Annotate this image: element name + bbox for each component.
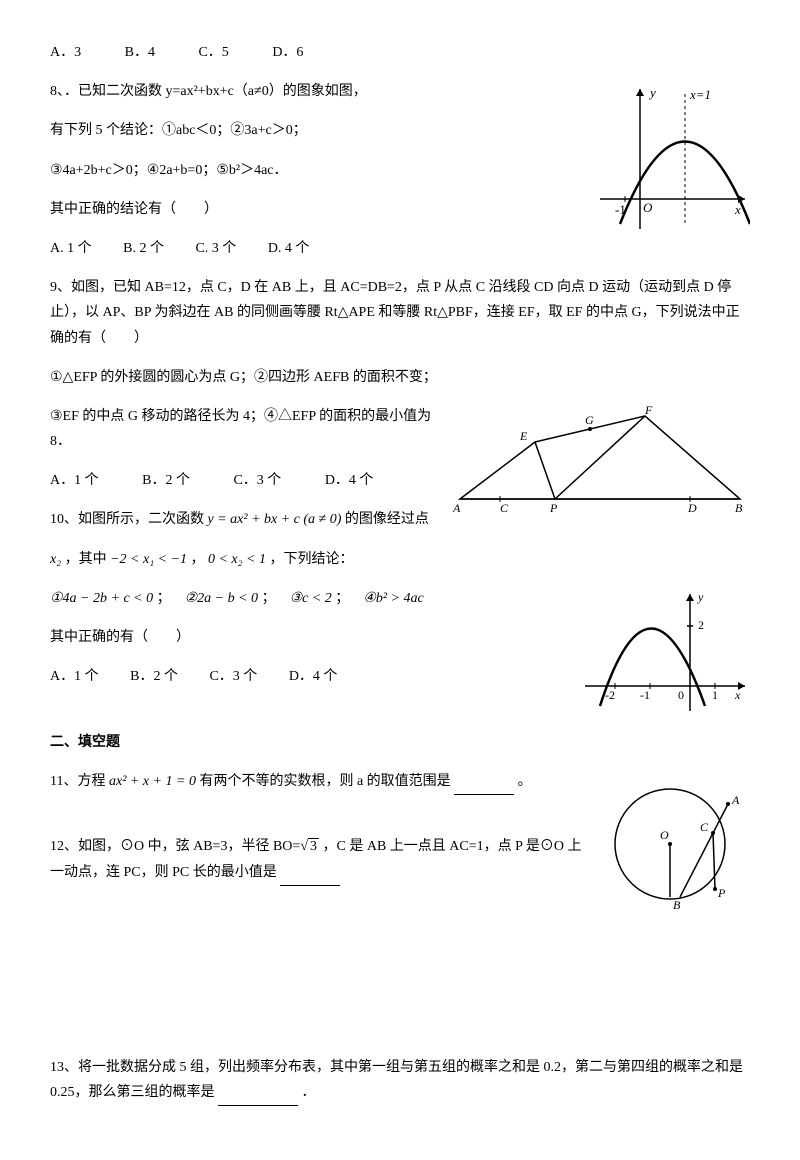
svg-text:F: F (644, 404, 653, 417)
q7-opt-c: C．5 (198, 45, 228, 60)
q7-opt-a: A．3 (50, 45, 81, 60)
q8-opt-d: D. 4 个 (268, 241, 310, 256)
q13-text-b: ． (302, 1085, 316, 1100)
q8-options: A. 1 个 B. 2 个 C. 3 个 D. 4 个 (50, 236, 750, 261)
q9-opt-d: D．4 个 (325, 473, 374, 488)
q12-sqrt: 3 (308, 838, 319, 854)
q8-graph: y x=1 x -1 O (590, 79, 750, 239)
q10-opt-c: C．3 个 (209, 669, 257, 684)
q7-options: A．3 B．4 C．5 D．6 (50, 40, 750, 65)
q13-blank (218, 1080, 298, 1106)
q11-text-a: 11、方程 (50, 774, 105, 789)
q10-line1-a: 10、如图所示，二次函数 (50, 512, 204, 527)
q7-opt-b: B．4 (125, 45, 155, 60)
q10-line1-b: 的图像经过点 (345, 512, 429, 527)
q11-blank (454, 769, 514, 795)
svg-text:B: B (673, 898, 681, 912)
svg-text:O: O (643, 200, 653, 215)
q8-opt-c: C. 3 个 (195, 241, 236, 256)
svg-text:A: A (452, 501, 461, 514)
q13-text-a: 13、将一批数据分成 5 组，列出频率分布表，其中第一组与第五组的概率之和是 0… (50, 1060, 743, 1100)
q12-graph: O A B C P (600, 769, 750, 919)
q10-formula: y = ax² + bx + c (a ≠ 0) (208, 512, 342, 527)
q9-stmt1: ①△EFP 的外接圆的圆心为点 G；②四边形 AEFB 的面积不变； (50, 365, 750, 390)
svg-text:-1: -1 (615, 202, 626, 217)
svg-text:y: y (697, 590, 704, 604)
svg-text:0: 0 (678, 688, 684, 702)
axis-label: x=1 (689, 87, 711, 102)
q10-line2-a: ，其中 (65, 552, 107, 567)
q12-text-a: 12、如图，⊙O 中，弦 AB=3，半径 BO= (50, 839, 300, 854)
q11-text-b: 有两个不等的实数根，则 a 的取值范围是 (199, 774, 450, 789)
q10-opt-d: D．4 个 (289, 669, 338, 684)
q10-opt-b: B．2 个 (130, 669, 178, 684)
q10-line2: x₂ ，其中 −2 < x₁ < −1 ， 0 < x₂ < 1 ，下列结论： (50, 547, 750, 572)
q10-c2: ②2a − b < 0 (185, 591, 258, 606)
svg-text:D: D (687, 501, 697, 514)
q10-sep1: ； (157, 591, 171, 606)
svg-text:C: C (500, 501, 509, 514)
q10-line2-b: ， (190, 552, 204, 567)
x-label: x (734, 202, 741, 217)
q10-range2: 0 < x₂ < 1 (208, 552, 266, 567)
q10-sep2: ； (262, 591, 276, 606)
svg-text:O: O (660, 828, 669, 842)
q10-c1: ①4a − 2b + c < 0 (50, 591, 153, 606)
svg-text:-1: -1 (640, 688, 650, 702)
q7-opt-d: D．6 (272, 45, 303, 60)
q11-text-c: 。 (518, 774, 532, 789)
q10-opt-a: A．1 个 (50, 669, 99, 684)
q9-opt-b: B．2 个 (142, 473, 190, 488)
section2-title: 二、填空题 (50, 730, 750, 755)
q8-opt-b: B. 2 个 (123, 241, 164, 256)
svg-text:B: B (735, 501, 743, 514)
svg-text:1: 1 (712, 688, 718, 702)
q9-opt-c: C．3 个 (233, 473, 281, 488)
q9-line1: 9、如图，已知 AB=12，点 C，D 在 AB 上，且 AC=DB=2，点 P… (50, 275, 750, 351)
svg-text:E: E (519, 429, 528, 443)
q12-blank (280, 860, 340, 886)
q10-line2-c: ，下列结论： (269, 552, 353, 567)
svg-text:A: A (731, 793, 740, 807)
svg-text:P: P (717, 886, 726, 900)
svg-text:C: C (700, 820, 709, 834)
q10-c3: ③c < 2 (290, 591, 332, 606)
q10-sep3: ； (335, 591, 349, 606)
svg-text:2: 2 (698, 618, 704, 632)
q10-xvars: x₂ (50, 552, 61, 567)
q9-graph: A C P D B E F G (450, 404, 750, 514)
svg-text:P: P (549, 501, 558, 514)
svg-text:x: x (734, 688, 741, 702)
svg-text:G: G (585, 413, 594, 427)
q10-c4: ④b² > 4ac (363, 591, 423, 606)
q9-opt-a: A．1 个 (50, 473, 99, 488)
q11-formula: ax² + x + 1 = 0 (109, 774, 196, 789)
q13: 13、将一批数据分成 5 组，列出频率分布表，其中第一组与第五组的概率之和是 0… (50, 1055, 750, 1106)
q10-graph: 2 -2 -1 0 1 x y (580, 586, 750, 716)
q10-range1: −2 < x₁ < −1 (110, 552, 187, 567)
q8-opt-a: A. 1 个 (50, 241, 92, 256)
svg-text:-2: -2 (605, 688, 615, 702)
y-label: y (648, 85, 656, 100)
